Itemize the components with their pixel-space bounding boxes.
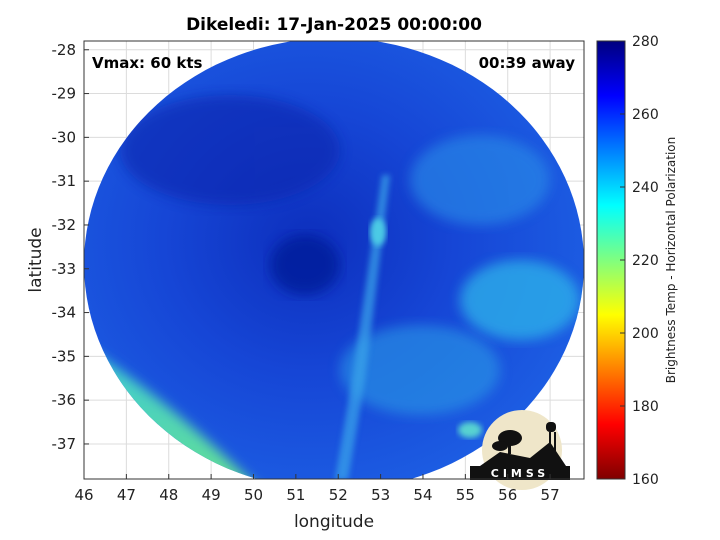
y-tick-label: -37 — [52, 435, 77, 453]
colorbar-tick-label: 180 — [632, 399, 659, 415]
x-tick-label: 55 — [456, 486, 475, 504]
swath-seam — [335, 175, 390, 479]
time-away-annotation: 00:39 away — [479, 54, 576, 72]
colorbar-tick-label: 240 — [632, 180, 659, 196]
y-axis-label: latitude — [26, 227, 46, 292]
x-tick-label: 52 — [329, 486, 348, 504]
y-tick-label: -30 — [52, 128, 77, 146]
x-tick-label: 51 — [286, 486, 305, 504]
y-tick-label: -28 — [52, 41, 77, 59]
y-tick-label: -31 — [52, 172, 77, 190]
vmax-annotation: Vmax: 60 kts — [92, 54, 202, 72]
x-tick-label: 50 — [244, 486, 263, 504]
x-tick-label: 48 — [159, 486, 178, 504]
x-tick-label: 49 — [202, 486, 221, 504]
warm-patch-south — [340, 325, 500, 415]
brightness-field — [84, 41, 584, 479]
cold-core — [270, 235, 340, 295]
colorbar-tick-label: 280 — [632, 34, 659, 50]
colorbar: 280 260 240 220 200 180 160 Brightness Temp - … — [596, 34, 678, 488]
y-tick-label: -32 — [52, 216, 77, 234]
warm-spot-se — [458, 422, 482, 438]
x-tick-label: 46 — [74, 486, 93, 504]
y-axis-ticks: -28 -29 -30 -31 -32 -33 -34 -35 -36 -37 — [52, 41, 89, 453]
chart-title: Dikeledi: 17-Jan-2025 00:00:00 — [186, 15, 482, 35]
cimss-logo: CIMSS — [470, 410, 570, 490]
warm-spot-seam — [370, 218, 386, 246]
colorbar-tick-label: 160 — [632, 472, 659, 488]
y-tick-label: -29 — [52, 85, 77, 103]
colorbar-tick-label: 260 — [632, 107, 659, 123]
x-axis-ticks: 46 47 48 49 50 51 52 53 54 55 56 57 — [74, 474, 560, 504]
x-axis-label: longitude — [294, 512, 374, 532]
warm-patch-east — [460, 260, 580, 340]
warm-patch-northeast — [410, 135, 550, 225]
cimss-logo-text: CIMSS — [491, 467, 549, 480]
colorbar-tick-label: 220 — [632, 253, 659, 269]
y-tick-label: -33 — [52, 260, 77, 278]
cold-band-north — [120, 95, 340, 205]
x-tick-label: 53 — [371, 486, 390, 504]
x-tick-label: 56 — [498, 486, 517, 504]
x-tick-label: 47 — [117, 486, 136, 504]
y-tick-label: -35 — [52, 347, 77, 365]
colorbar-label: Brightness Temp - Horizontal Polarizatio… — [664, 137, 678, 384]
y-tick-label: -36 — [52, 391, 77, 409]
colorbar-tick-label: 200 — [632, 326, 659, 342]
y-tick-label: -34 — [52, 304, 77, 322]
x-tick-label: 54 — [413, 486, 432, 504]
colorbar-ticks: 280 260 240 220 200 180 160 — [620, 34, 659, 488]
x-tick-label: 57 — [541, 486, 560, 504]
plot-area: Vmax: 60 kts 00:39 away CIMSS — [83, 40, 585, 490]
plot-frame — [83, 40, 585, 480]
